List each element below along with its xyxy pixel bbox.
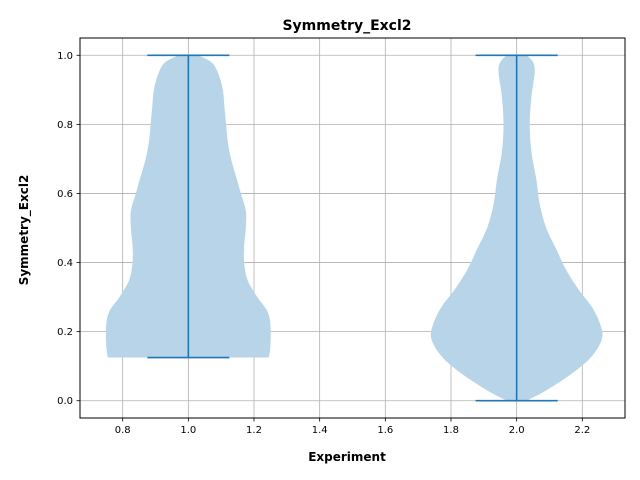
violins bbox=[105, 54, 603, 402]
chart-title: Symmetry_Excl2 bbox=[282, 18, 411, 34]
y-tick-label: 0.4 bbox=[57, 258, 73, 269]
violin-1 bbox=[105, 54, 271, 359]
y-tick-label: 0.2 bbox=[57, 327, 73, 338]
x-axis-title: Experiment bbox=[308, 450, 386, 464]
y-tick-label: 0.6 bbox=[57, 189, 73, 200]
x-tick-label: 1.0 bbox=[180, 425, 196, 436]
x-tick-label: 0.8 bbox=[115, 425, 131, 436]
y-axis-title: Symmetry_Excl2 bbox=[17, 175, 32, 286]
violin-2 bbox=[430, 54, 603, 402]
y-tick-label: 0.0 bbox=[57, 396, 73, 407]
x-tick-label: 2.2 bbox=[574, 425, 590, 436]
x-tick-label: 1.6 bbox=[377, 425, 393, 436]
ticks: 0.8 1.0 1.2 1.4 1.6 1.8 2.0 2.2 0.0 0.2 0.4 0.6 0.8 1… bbox=[57, 51, 590, 436]
plot-frame bbox=[79, 37, 626, 419]
x-tick-label: 1.8 bbox=[443, 425, 459, 436]
y-tick-label: 1.0 bbox=[57, 51, 73, 62]
x-tick-label: 1.2 bbox=[246, 425, 262, 436]
x-tick-label: 2.0 bbox=[509, 425, 525, 436]
y-tick-label: 0.8 bbox=[57, 120, 73, 131]
x-tick-label: 1.4 bbox=[312, 425, 328, 436]
